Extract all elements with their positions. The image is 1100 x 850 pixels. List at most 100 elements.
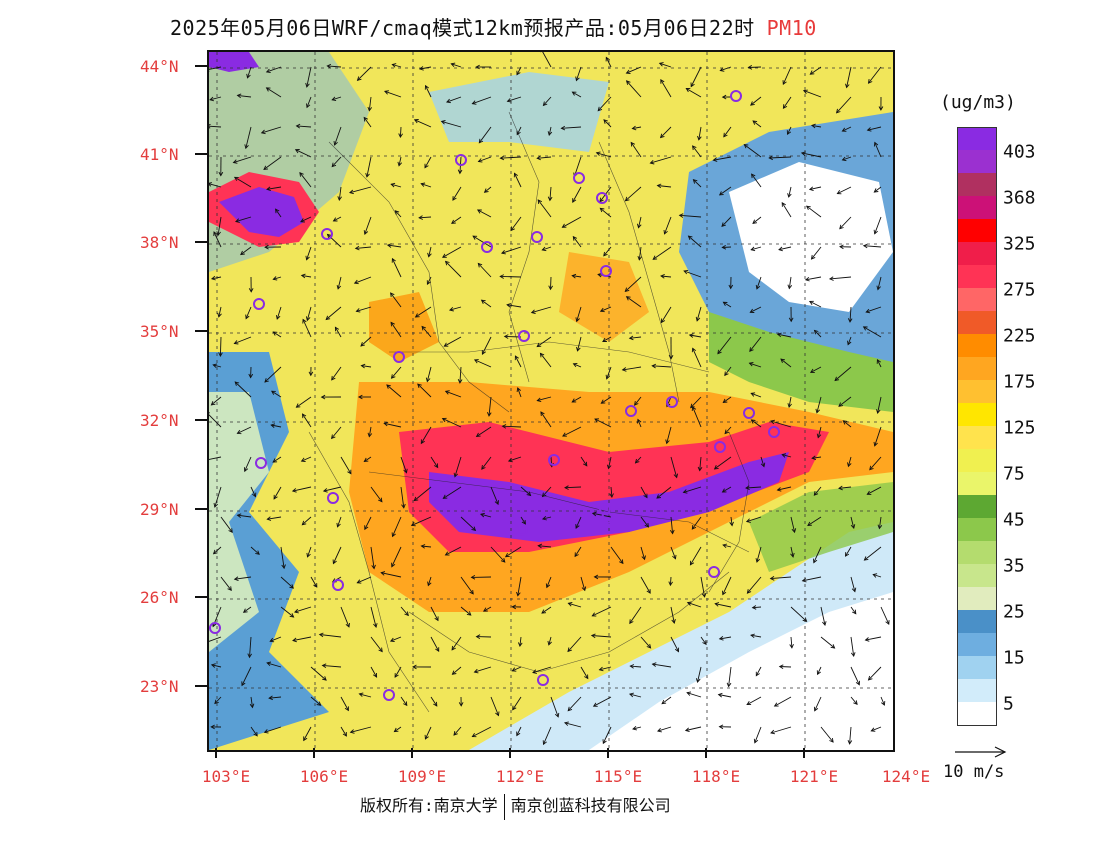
wind-arrow-head bbox=[503, 334, 509, 339]
wind-arrow-head bbox=[331, 162, 337, 168]
wind-arrow bbox=[691, 516, 702, 530]
wind-arrow bbox=[670, 546, 676, 559]
wind-arrow bbox=[213, 231, 222, 248]
wind-arrow-head bbox=[841, 156, 847, 162]
wind-arrow bbox=[696, 306, 702, 321]
wind-arrow-head bbox=[364, 525, 369, 531]
lon-tick bbox=[509, 748, 511, 758]
city-marker-13 bbox=[666, 396, 678, 408]
wind-arrow-head bbox=[646, 589, 651, 594]
wind-arrow-head bbox=[480, 299, 486, 304]
wind-arrow-head bbox=[571, 273, 577, 279]
wind-arrow bbox=[666, 426, 672, 444]
wind-arrow bbox=[715, 603, 732, 608]
wind-arrow bbox=[484, 186, 492, 193]
wind-arrow bbox=[387, 244, 402, 248]
wind-arrow bbox=[723, 301, 732, 308]
legend-swatch bbox=[957, 541, 997, 564]
wind-arrow-head bbox=[786, 130, 792, 136]
wind-arrow-head bbox=[862, 326, 868, 331]
wind-arrow-head bbox=[420, 544, 426, 549]
wind-arrow-head bbox=[634, 401, 639, 406]
wind-arrow bbox=[520, 486, 531, 496]
wind-arrow-head bbox=[334, 326, 340, 332]
wind-arrow bbox=[459, 366, 462, 383]
wind-arrow-head bbox=[684, 727, 690, 733]
wind-arrow-head bbox=[881, 701, 886, 706]
wind-arrow-head bbox=[805, 205, 811, 210]
wind-arrow-head bbox=[510, 226, 515, 232]
wind-arrow-head bbox=[442, 494, 448, 499]
wind-arrow-head bbox=[804, 276, 810, 282]
wind-arrow-head bbox=[450, 62, 456, 68]
wind-arrow-head bbox=[850, 652, 856, 658]
wind-arrow bbox=[306, 306, 312, 321]
pollutant-label: PM10 bbox=[766, 16, 817, 40]
wind-arrow bbox=[550, 696, 559, 718]
wind-arrow bbox=[749, 336, 762, 352]
wind-arrow bbox=[357, 66, 372, 81]
wind-arrow bbox=[310, 576, 318, 588]
wind-arrow-head bbox=[389, 637, 395, 643]
wind-arrow-head bbox=[671, 618, 676, 624]
wind-arrow bbox=[657, 185, 672, 188]
wind-arrow bbox=[575, 66, 582, 81]
wind-arrow-head bbox=[263, 729, 269, 734]
wind-arrow bbox=[850, 516, 855, 529]
wind-arrow bbox=[690, 396, 702, 409]
wind-arrow bbox=[842, 156, 852, 161]
wind-arrow bbox=[430, 636, 440, 652]
wind-arrow bbox=[687, 602, 702, 608]
wind-arrow-head bbox=[781, 202, 786, 207]
wind-arrow bbox=[752, 216, 762, 224]
lon-label-109: 109°E bbox=[397, 767, 447, 786]
wind-arrow-head bbox=[572, 362, 578, 368]
wind-arrow bbox=[626, 66, 642, 74]
wind-arrow bbox=[296, 396, 312, 408]
wind-arrow-head bbox=[567, 647, 572, 653]
wind-arrow bbox=[692, 406, 702, 428]
map-canvas bbox=[209, 52, 893, 750]
legend-swatch bbox=[957, 334, 997, 357]
wind-arrow-head bbox=[631, 125, 637, 131]
wind-arrow-head bbox=[581, 586, 587, 592]
wind-arrow-head bbox=[378, 497, 383, 503]
wind-arrow bbox=[801, 152, 822, 158]
wind-arrow bbox=[699, 456, 702, 471]
wind-arrow-head bbox=[300, 457, 306, 462]
legend-swatch bbox=[957, 196, 997, 219]
wind-arrow-head bbox=[499, 274, 505, 279]
wind-arrow bbox=[474, 666, 492, 673]
wind-arrow-head bbox=[380, 571, 386, 576]
wind-arrow bbox=[460, 576, 474, 595]
wind-arrow bbox=[426, 276, 432, 285]
wind-arrow bbox=[803, 90, 822, 98]
wind-arrow-head bbox=[301, 520, 307, 526]
wind-arrow bbox=[350, 726, 372, 733]
wind-arrow-head bbox=[212, 363, 218, 368]
wind-arrow bbox=[838, 396, 852, 407]
wind-arrow bbox=[865, 636, 882, 641]
wind-arrow bbox=[478, 126, 492, 144]
wind-arrow-head bbox=[228, 528, 233, 533]
wind-arrow-head bbox=[718, 724, 724, 730]
wind-arrow-head bbox=[885, 620, 890, 625]
wind-arrow bbox=[430, 696, 438, 707]
wind-arrow bbox=[549, 186, 552, 201]
wind-arrow-head bbox=[383, 421, 389, 427]
wind-arrow bbox=[626, 296, 642, 308]
wind-arrow bbox=[540, 411, 552, 428]
wind-arrow-head bbox=[790, 552, 795, 558]
wind-reference-arrow bbox=[955, 746, 1007, 758]
wind-arrow-head bbox=[333, 141, 338, 146]
wind-arrow-head bbox=[404, 611, 409, 617]
wind-arrow bbox=[664, 216, 672, 235]
wind-arrow bbox=[301, 274, 312, 278]
wind-arrow-head bbox=[810, 123, 816, 129]
legend-swatch bbox=[957, 357, 997, 380]
wind-arrow-head bbox=[813, 706, 819, 712]
legend-label: 25 bbox=[1003, 601, 1025, 623]
wind-arrow bbox=[580, 666, 589, 679]
wind-arrow-head bbox=[421, 325, 426, 331]
wind-arrow-head bbox=[643, 493, 648, 499]
